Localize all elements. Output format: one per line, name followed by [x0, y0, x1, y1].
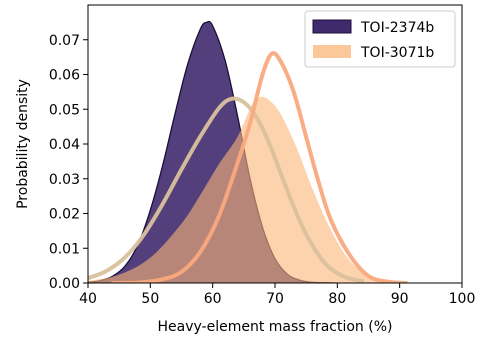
x-tick-label-70: 70: [266, 291, 284, 307]
legend: TOI-2374b TOI-3071b: [304, 10, 456, 68]
legend-swatch-toi-3071b: [313, 45, 351, 58]
y-tick-label-0.06: 0.06: [49, 68, 80, 84]
y-tick-label-0.01: 0.01: [49, 241, 80, 257]
series-tan-curve: [88, 96, 365, 283]
axes: 40 50 60 70 80 90 100 0.00 0.01 0.02 0.03 0.04 0.05 0…: [49, 4, 476, 307]
x-tick-label-80: 80: [328, 291, 346, 307]
y-tick-label-0.03: 0.03: [49, 172, 80, 188]
x-tick-label-50: 50: [141, 291, 159, 307]
series-group: [88, 20, 408, 283]
series-toi-2374b-area: [88, 21, 338, 283]
x-tick-label-60: 60: [204, 291, 222, 307]
y-tick-label-0.04: 0.04: [49, 137, 80, 153]
y-axis-label: Probability density: [15, 79, 31, 209]
plot-area: [88, 20, 408, 283]
legend-swatch-toi-2374b: [312, 19, 352, 34]
x-tick-label-40: 40: [79, 291, 97, 307]
y-tick-label-0.05: 0.05: [49, 102, 80, 118]
legend-label-toi-2374b: TOI-2374b: [360, 20, 434, 36]
x-tick-label-90: 90: [391, 291, 409, 307]
series-toi-3071b-area: [88, 96, 400, 283]
x-tick-label-100: 100: [449, 291, 476, 307]
series-salmon-curve: [110, 51, 408, 283]
y-tick-label-0.02: 0.02: [49, 207, 80, 223]
y-tick-label-0.00: 0.00: [49, 276, 80, 292]
legend-label-toi-3071b: TOI-3071b: [360, 45, 434, 61]
x-axis-label: Heavy-element mass fraction (%): [158, 319, 393, 335]
y-tick-label-0.07: 0.07: [49, 33, 80, 49]
